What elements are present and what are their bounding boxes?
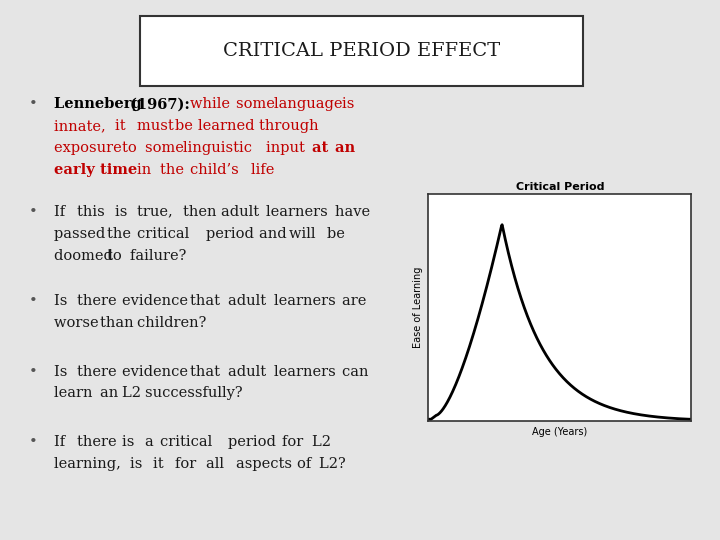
Text: than: than	[99, 316, 138, 330]
Text: period: period	[206, 227, 258, 241]
Text: children?: children?	[138, 316, 212, 330]
Text: (1967):: (1967):	[130, 97, 195, 111]
Text: to: to	[107, 249, 127, 263]
Text: there: there	[77, 364, 121, 379]
Text: child’s: child’s	[191, 163, 244, 177]
Text: If: If	[54, 205, 70, 219]
Text: Lenneberg: Lenneberg	[54, 97, 147, 111]
Text: evidence: evidence	[122, 364, 193, 379]
Text: are: are	[342, 294, 372, 308]
Text: linguistic: linguistic	[183, 141, 256, 155]
Text: learn: learn	[54, 386, 97, 400]
Text: can: can	[342, 364, 373, 379]
X-axis label: Age (Years): Age (Years)	[532, 427, 588, 437]
Text: all: all	[206, 456, 228, 470]
Text: Is: Is	[54, 364, 72, 379]
Text: input: input	[266, 141, 310, 155]
Text: there: there	[77, 435, 121, 449]
Text: life: life	[251, 163, 279, 177]
Text: doomed: doomed	[54, 249, 117, 263]
Text: time: time	[99, 163, 142, 177]
Text: learners: learners	[274, 294, 341, 308]
Text: is: is	[342, 97, 359, 111]
Text: evidence: evidence	[122, 294, 193, 308]
Text: period: period	[228, 435, 281, 449]
Text: it: it	[153, 456, 168, 470]
Text: at: at	[312, 141, 333, 155]
Text: that: that	[191, 364, 225, 379]
Title: Critical Period: Critical Period	[516, 182, 604, 192]
Text: true,: true,	[138, 205, 178, 219]
Text: of: of	[297, 456, 315, 470]
Text: for: for	[282, 435, 307, 449]
Text: this: this	[77, 205, 109, 219]
Text: an: an	[335, 141, 360, 155]
Text: to: to	[122, 141, 142, 155]
Text: •: •	[29, 97, 37, 111]
Y-axis label: Ease of Learning: Ease of Learning	[413, 267, 423, 348]
Text: it: it	[114, 119, 130, 133]
Text: have: have	[335, 205, 374, 219]
Text: adult: adult	[228, 294, 271, 308]
Text: is: is	[114, 205, 132, 219]
Text: will: will	[289, 227, 320, 241]
Text: passed: passed	[54, 227, 110, 241]
Text: learned: learned	[198, 119, 259, 133]
Text: the: the	[160, 163, 189, 177]
Text: is: is	[122, 435, 139, 449]
Text: a: a	[145, 435, 158, 449]
Text: L2: L2	[312, 435, 336, 449]
Text: critical: critical	[138, 227, 194, 241]
Text: •: •	[29, 294, 37, 308]
Text: is: is	[130, 456, 147, 470]
Text: If: If	[54, 435, 70, 449]
Text: adult: adult	[221, 205, 264, 219]
Text: the: the	[107, 227, 135, 241]
Text: successfully?: successfully?	[145, 386, 247, 400]
Text: critical: critical	[160, 435, 217, 449]
Text: be: be	[327, 227, 349, 241]
Text: must: must	[138, 119, 179, 133]
Text: •: •	[29, 364, 37, 379]
Text: language: language	[274, 97, 347, 111]
Text: while: while	[191, 97, 235, 111]
Text: CRITICAL PERIOD EFFECT: CRITICAL PERIOD EFFECT	[223, 42, 500, 60]
Text: that: that	[191, 294, 225, 308]
Text: •: •	[29, 435, 37, 449]
Text: learners: learners	[274, 364, 341, 379]
Text: aspects: aspects	[236, 456, 297, 470]
Text: adult: adult	[228, 364, 271, 379]
Text: •: •	[29, 205, 37, 219]
Text: then: then	[183, 205, 221, 219]
Text: worse: worse	[54, 316, 103, 330]
Text: exposure: exposure	[54, 141, 127, 155]
Text: failure?: failure?	[130, 249, 191, 263]
Text: some: some	[236, 97, 279, 111]
Text: for: for	[176, 456, 201, 470]
Text: early: early	[54, 163, 100, 177]
Text: and: and	[258, 227, 291, 241]
Text: through: through	[258, 119, 323, 133]
Text: L2?: L2?	[320, 456, 351, 470]
Text: Is: Is	[54, 294, 72, 308]
Text: learning,: learning,	[54, 456, 125, 470]
Text: be: be	[176, 119, 198, 133]
Text: some: some	[145, 141, 189, 155]
Text: learners: learners	[266, 205, 333, 219]
Text: an: an	[99, 386, 122, 400]
Text: there: there	[77, 294, 121, 308]
Text: in: in	[138, 163, 156, 177]
Text: L2: L2	[122, 386, 146, 400]
Text: innate,: innate,	[54, 119, 110, 133]
Bar	[140, 16, 583, 86]
